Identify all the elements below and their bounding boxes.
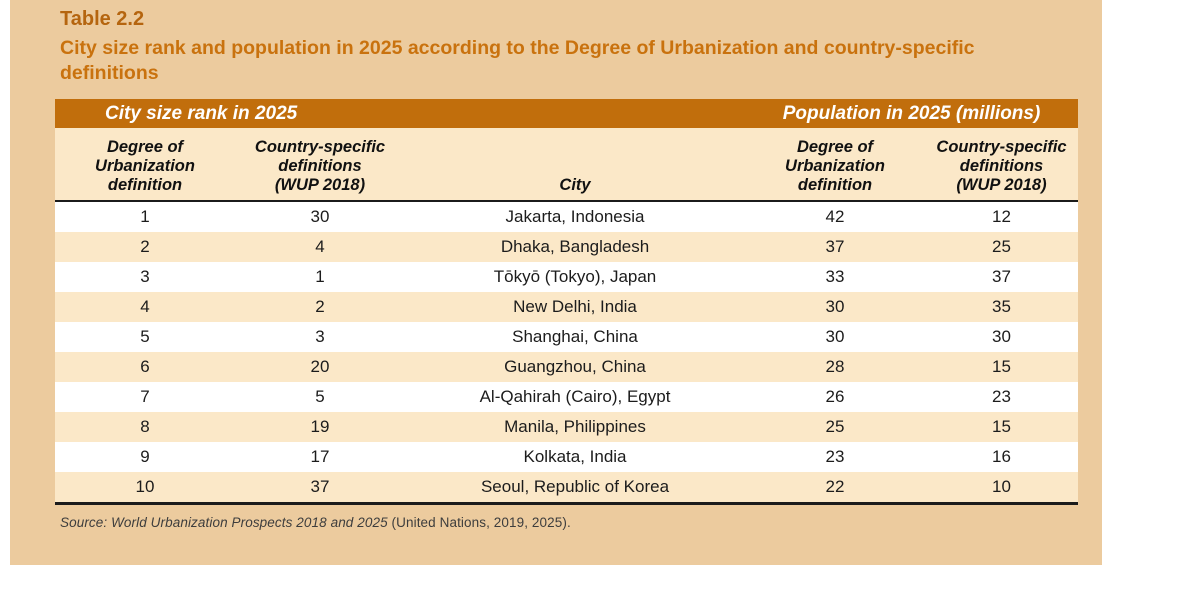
table-row: 3 1 Tōkyō (Tokyo), Japan 33 37: [55, 262, 1079, 292]
rank-dou-cell: 6: [55, 352, 235, 382]
city-cell: Seoul, Republic of Korea: [405, 472, 746, 504]
pop-wup-cell: 16: [925, 442, 1079, 472]
rank-wup-cell: 30: [235, 201, 405, 232]
rank-dou-cell: 1: [55, 201, 235, 232]
source-note-italic: Source: World Urbanization Prospects 201…: [60, 515, 388, 530]
table-title: City size rank and population in 2025 ac…: [60, 37, 975, 84]
rank-dou-cell: 3: [55, 262, 235, 292]
rank-dou-cell: 2: [55, 232, 235, 262]
pop-wup-cell: 10: [925, 472, 1079, 504]
rank-wup-cell: 37: [235, 472, 405, 504]
pop-dou-cell: 37: [745, 232, 926, 262]
table-row: 6 20 Guangzhou, China 28 15: [55, 352, 1079, 382]
rank-dou-cell: 8: [55, 412, 235, 442]
pop-wup-cell: 25: [925, 232, 1079, 262]
table-row: 8 19 Manila, Philippines 25 15: [55, 412, 1079, 442]
pop-wup-cell: 12: [925, 201, 1079, 232]
pop-dou-cell: 28: [745, 352, 926, 382]
table-row: 4 2 New Delhi, India 30 35: [55, 292, 1079, 322]
pop-dou-cell: 22: [745, 472, 926, 504]
column-header-row: Degree of Urbanization definition Countr…: [55, 128, 1079, 202]
title-block: Table 2.2 City size rank and population …: [60, 7, 1050, 86]
city-cell: Shanghai, China: [405, 322, 746, 352]
pop-dou-cell: 25: [745, 412, 926, 442]
column-header-rank-wup: Country-specific definitions (WUP 2018): [235, 128, 405, 202]
rank-wup-cell: 4: [235, 232, 405, 262]
pop-dou-cell: 23: [745, 442, 926, 472]
source-note-regular: (United Nations, 2019, 2025).: [387, 515, 571, 530]
source-note: Source: World Urbanization Prospects 201…: [60, 515, 571, 530]
table-body: 1 30 Jakarta, Indonesia 42 12 2 4 Dhaka, Bangla…: [55, 201, 1079, 504]
rank-dou-cell: 9: [55, 442, 235, 472]
city-cell: Manila, Philippines: [405, 412, 746, 442]
table-panel: Table 2.2 City size rank and population …: [10, 0, 1102, 565]
table-number: Table 2.2: [60, 8, 145, 30]
group-header-population: Population in 2025 (millions): [745, 99, 1079, 128]
pop-wup-cell: 37: [925, 262, 1079, 292]
rank-wup-cell: 2: [235, 292, 405, 322]
city-cell: Dhaka, Bangladesh: [405, 232, 746, 262]
pop-wup-cell: 35: [925, 292, 1079, 322]
city-cell: Guangzhou, China: [405, 352, 746, 382]
data-table: City size rank in 2025 Population in 202…: [55, 99, 1079, 505]
table-row: 7 5 Al-Qahirah (Cairo), Egypt 26 23: [55, 382, 1079, 412]
table-row: 9 17 Kolkata, India 23 16: [55, 442, 1079, 472]
city-cell: Tōkyō (Tokyo), Japan: [405, 262, 746, 292]
rank-dou-cell: 5: [55, 322, 235, 352]
table-row: 10 37 Seoul, Republic of Korea 22 10: [55, 472, 1079, 504]
rank-dou-cell: 7: [55, 382, 235, 412]
column-header-city: City: [405, 128, 746, 202]
rank-wup-cell: 17: [235, 442, 405, 472]
pop-wup-cell: 30: [925, 322, 1079, 352]
group-header-rank: City size rank in 2025: [55, 99, 746, 128]
pop-wup-cell: 15: [925, 412, 1079, 442]
pop-dou-cell: 30: [745, 322, 926, 352]
rank-wup-cell: 5: [235, 382, 405, 412]
city-rank-table: City size rank in 2025 Population in 202…: [55, 99, 1079, 505]
city-cell: Al-Qahirah (Cairo), Egypt: [405, 382, 746, 412]
table-row: 2 4 Dhaka, Bangladesh 37 25: [55, 232, 1079, 262]
rank-wup-cell: 19: [235, 412, 405, 442]
column-header-pop-dou: Degree of Urbanization definition: [745, 128, 926, 202]
city-cell: Jakarta, Indonesia: [405, 201, 746, 232]
rank-wup-cell: 1: [235, 262, 405, 292]
table-row: 5 3 Shanghai, China 30 30: [55, 322, 1079, 352]
pop-dou-cell: 26: [745, 382, 926, 412]
column-header-pop-wup: Country-specific definitions (WUP 2018): [925, 128, 1079, 202]
table-row: 1 30 Jakarta, Indonesia 42 12: [55, 201, 1079, 232]
column-header-rank-dou: Degree of Urbanization definition: [55, 128, 235, 202]
city-cell: Kolkata, India: [405, 442, 746, 472]
pop-dou-cell: 30: [745, 292, 926, 322]
group-header-row: City size rank in 2025 Population in 202…: [55, 99, 1079, 128]
pop-wup-cell: 15: [925, 352, 1079, 382]
pop-dou-cell: 42: [745, 201, 926, 232]
pop-dou-cell: 33: [745, 262, 926, 292]
rank-wup-cell: 20: [235, 352, 405, 382]
rank-wup-cell: 3: [235, 322, 405, 352]
rank-dou-cell: 4: [55, 292, 235, 322]
city-cell: New Delhi, India: [405, 292, 746, 322]
rank-dou-cell: 10: [55, 472, 235, 504]
pop-wup-cell: 23: [925, 382, 1079, 412]
